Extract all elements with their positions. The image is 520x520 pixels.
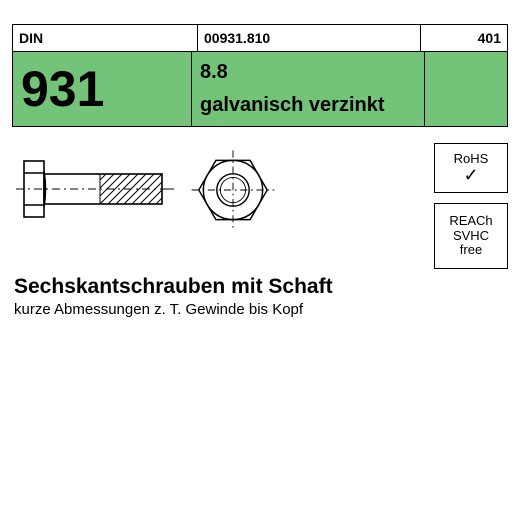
product-title: Sechskantschrauben mit Schaft (14, 275, 508, 299)
header-standard-cell: DIN (13, 25, 198, 51)
reach-line2: SVHC (453, 229, 489, 244)
green-spacer (425, 52, 507, 126)
strength-grade: 8.8 (200, 61, 416, 84)
rohs-label: RoHS (454, 152, 489, 167)
title-block: Sechskantschrauben mit Schaft kurze Abme… (12, 275, 508, 318)
header-row: DIN 00931.810 401 (12, 24, 508, 52)
reach-line1: REACh (449, 214, 492, 229)
hex-bolt-front-icon (188, 145, 278, 235)
header-standard-label: DIN (19, 30, 43, 46)
check-icon: ✓ (463, 166, 478, 184)
header-variant-cell: 401 (421, 25, 507, 51)
product-subtitle: kurze Abmessungen z. T. Gewinde bis Kopf (14, 301, 508, 318)
din-number-cell: 931 (13, 52, 192, 126)
hex-bolt-side-icon (16, 139, 176, 239)
green-bar: 931 8.8 galvanisch verzinkt (12, 52, 508, 127)
card-content: DIN 00931.810 401 931 8.8 galvanisch ver… (12, 24, 508, 318)
reach-badge: REACh SVHC free (434, 203, 508, 269)
header-variant: 401 (478, 30, 501, 46)
din-number: 931 (21, 64, 104, 114)
surface-finish: galvanisch verzinkt (200, 94, 416, 117)
drawing-area: RoHS ✓ REACh SVHC free (12, 133, 508, 273)
spec-cell: 8.8 galvanisch verzinkt (192, 52, 425, 126)
reach-line3: free (460, 243, 482, 258)
header-article-cell: 00931.810 (198, 25, 421, 51)
rohs-badge: RoHS ✓ (434, 143, 508, 193)
product-card: DIN 00931.810 401 931 8.8 galvanisch ver… (0, 0, 520, 520)
header-article-code: 00931.810 (204, 30, 270, 46)
